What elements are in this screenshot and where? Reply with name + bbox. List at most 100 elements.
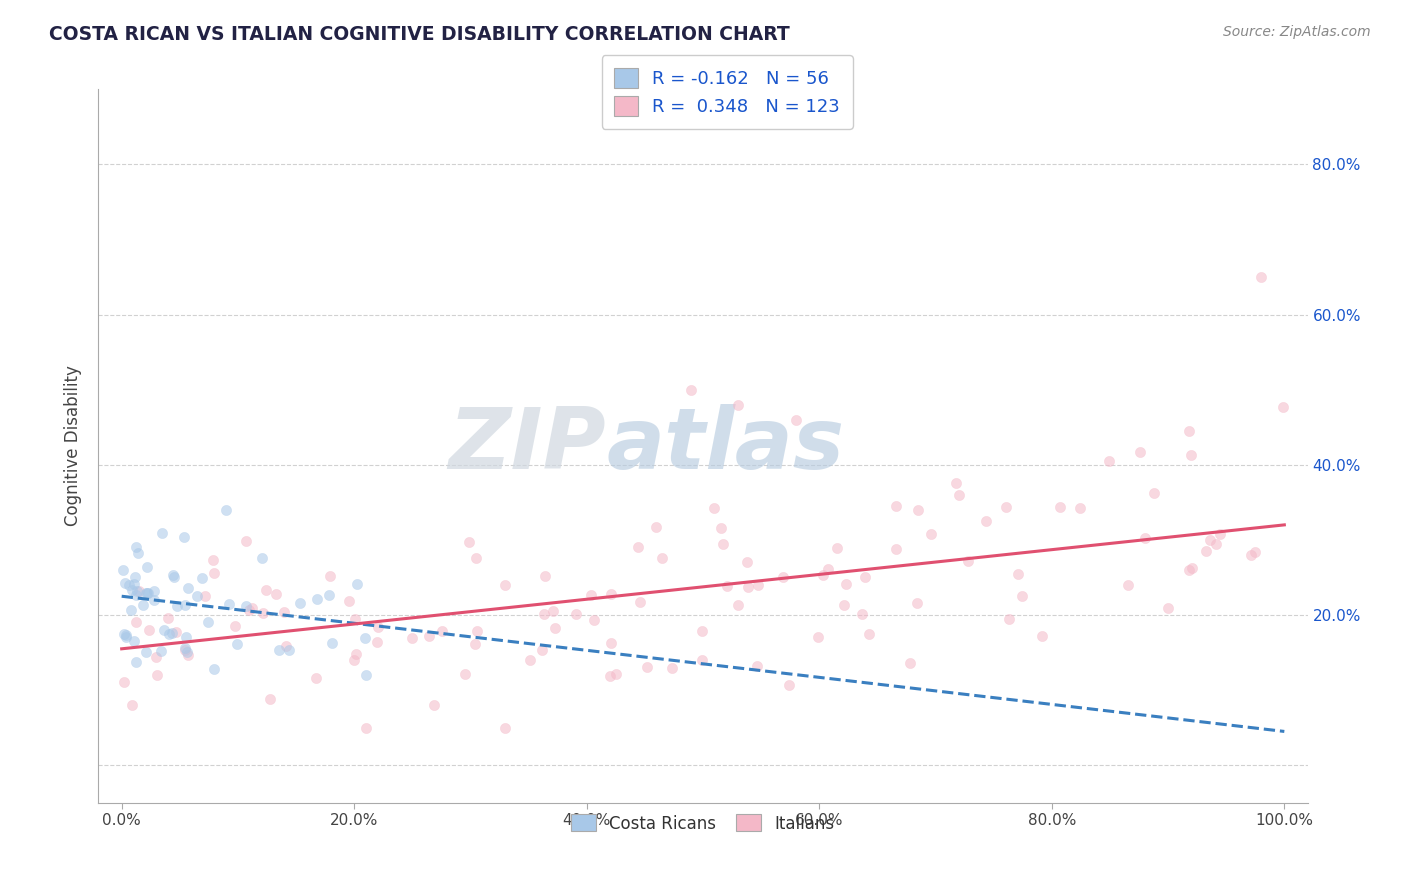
Point [122, 634, 145, 648]
Point [344, 647, 367, 661]
Point [127, 546, 149, 560]
Point [224, 618, 246, 632]
Point [858, 626, 880, 640]
Point [458, 535, 481, 549]
Point [778, 678, 800, 692]
Point [564, 607, 586, 622]
Point [202, 566, 225, 581]
Point [401, 631, 423, 645]
Point [1049, 500, 1071, 514]
Point [711, 537, 734, 551]
Point [288, 596, 311, 610]
Point [467, 624, 489, 638]
Legend: Costa Ricans, Italians: Costa Ricans, Italians [562, 806, 844, 841]
Point [121, 582, 143, 597]
Point [1178, 563, 1201, 577]
Point [1097, 454, 1119, 468]
Point [835, 576, 858, 591]
Point [807, 630, 830, 644]
Point [176, 581, 198, 595]
Point [703, 500, 725, 515]
Point [644, 520, 666, 534]
Point [354, 632, 377, 646]
Point [543, 604, 565, 618]
Point [202, 662, 225, 676]
Point [430, 624, 453, 639]
Point [367, 619, 389, 633]
Point [533, 607, 555, 621]
Point [150, 526, 173, 541]
Point [146, 668, 169, 682]
Point [599, 636, 621, 650]
Point [145, 649, 167, 664]
Point [128, 583, 150, 598]
Point [423, 698, 446, 713]
Point [997, 611, 1019, 625]
Point [186, 589, 208, 603]
Text: atlas: atlas [606, 404, 845, 488]
Point [605, 666, 627, 681]
Point [121, 698, 143, 713]
Point [115, 630, 138, 644]
Point [948, 488, 970, 502]
Point [191, 572, 214, 586]
Point [1011, 589, 1033, 603]
Point [651, 551, 673, 566]
Point [346, 577, 368, 591]
Point [1031, 629, 1053, 643]
Point [240, 601, 263, 615]
Point [692, 653, 714, 667]
Point [157, 627, 180, 641]
Point [1205, 537, 1227, 551]
Point [1199, 533, 1222, 548]
Point [905, 596, 928, 610]
Point [136, 559, 159, 574]
Point [747, 577, 769, 591]
Point [907, 503, 929, 517]
Point [173, 530, 195, 544]
Point [745, 659, 768, 673]
Point [135, 645, 157, 659]
Point [494, 721, 516, 735]
Point [115, 628, 138, 642]
Point [1181, 561, 1204, 575]
Point [125, 540, 148, 554]
Point [690, 624, 713, 638]
Point [813, 568, 835, 582]
Point [418, 629, 440, 643]
Y-axis label: Cognitive Disability: Cognitive Disability [65, 366, 83, 526]
Point [120, 603, 142, 617]
Point [138, 623, 160, 637]
Point [235, 599, 257, 613]
Point [197, 615, 219, 629]
Point [174, 598, 197, 612]
Point [162, 569, 184, 583]
Point [464, 637, 486, 651]
Point [122, 576, 145, 591]
Point [176, 645, 198, 659]
Point [124, 615, 146, 629]
Point [254, 582, 277, 597]
Point [1180, 448, 1202, 462]
Text: Source: ZipAtlas.com: Source: ZipAtlas.com [1223, 25, 1371, 39]
Point [124, 570, 146, 584]
Point [834, 598, 856, 612]
Point [267, 643, 290, 657]
Point [173, 642, 195, 657]
Point [1129, 445, 1152, 459]
Point [956, 554, 979, 568]
Point [259, 692, 281, 706]
Point [318, 569, 340, 583]
Point [735, 555, 758, 569]
Point [1243, 545, 1265, 559]
Point [534, 569, 557, 583]
Point [727, 398, 749, 412]
Point [884, 499, 907, 513]
Point [628, 594, 651, 608]
Point [900, 657, 922, 671]
Point [636, 659, 658, 673]
Point [125, 588, 148, 602]
Point [215, 503, 238, 517]
Point [772, 570, 794, 584]
Point [124, 655, 146, 669]
